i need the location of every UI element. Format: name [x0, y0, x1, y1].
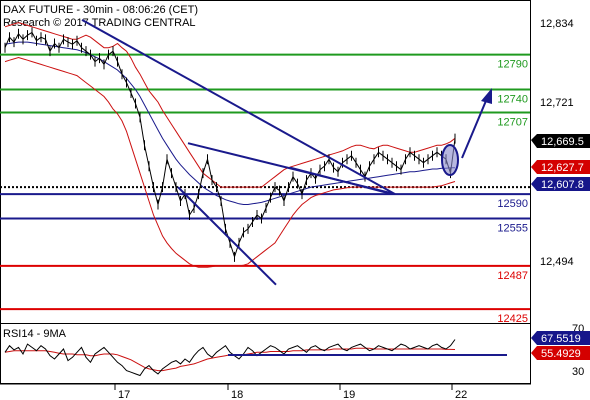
- descending-trendline: [81, 18, 396, 195]
- level-label: 12590: [497, 198, 528, 210]
- price-badge-last: 12,669.5: [531, 134, 590, 148]
- rsi-badge-red-label: 55.4929: [541, 348, 581, 360]
- price-tick-label: 12,834: [540, 18, 574, 30]
- moving-average-line: [4, 41, 455, 205]
- level-label: 12425: [497, 313, 528, 325]
- bollinger-bands: [4, 22, 456, 268]
- bollinger-lower-line: [4, 56, 456, 268]
- rsi-tick-label: 30: [572, 366, 584, 378]
- price-badge-red-label: 12,627.7: [541, 162, 584, 174]
- price-series: [4, 27, 456, 262]
- level-label: 12790: [497, 59, 528, 71]
- wedge-lower-line: [177, 186, 277, 286]
- time-tick-label: 22: [455, 389, 467, 400]
- projection-arrow: [461, 88, 492, 159]
- rsi-badge-blue: 67.5519: [531, 331, 590, 345]
- level-label: 12740: [497, 94, 528, 106]
- price-tick-label: 12,494: [540, 256, 574, 268]
- price-badge-blue-label: 12,607.8: [541, 179, 584, 191]
- time-tick-label: 19: [343, 389, 355, 400]
- time-tick-label: 18: [231, 389, 243, 400]
- trendlines: [81, 18, 396, 286]
- time-axis: 17 18 19 22: [114, 384, 467, 400]
- price-badge-red: 12,627.7: [531, 160, 590, 174]
- chart-title: DAX FUTURE - 30min - 08:06:26 (CET): [3, 4, 198, 16]
- price-levels: 12790 12740 12707 12590 12555 12487 12425: [0, 53, 530, 325]
- price-tick-label: 12,721: [540, 97, 574, 109]
- rsi-line: [4, 339, 456, 377]
- rsi-label: RSI14 - 9MA: [3, 328, 67, 340]
- level-label: 12487: [497, 270, 528, 282]
- level-label: 12555: [497, 222, 528, 234]
- chart-copyright: Research © 2017 TRADING CENTRAL: [3, 17, 196, 29]
- price-badge-blue: 12,607.8: [531, 177, 590, 191]
- rsi-panel: [0, 323, 531, 384]
- price-line: [4, 31, 456, 259]
- wedge-closing-line: [289, 166, 393, 196]
- time-tick-label: 17: [118, 389, 130, 400]
- level-label: 12707: [497, 117, 528, 129]
- rsi-badge-red: 55.4929: [531, 346, 590, 360]
- rsi-badge-blue-label: 67.5519: [541, 333, 581, 345]
- price-badge-last-label: 12,669.5: [541, 136, 584, 148]
- current-price-marker: [441, 144, 459, 176]
- bollinger-upper-line: [4, 22, 456, 188]
